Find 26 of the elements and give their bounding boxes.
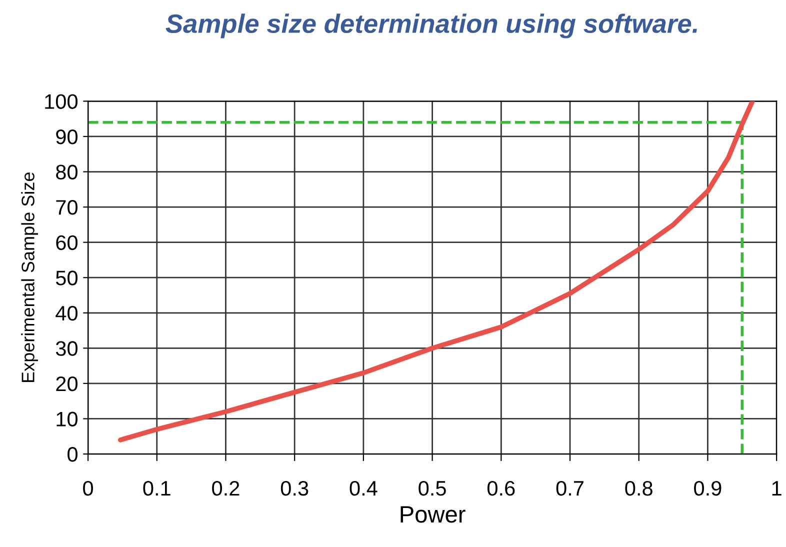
x-tick-label: 0.7 — [556, 480, 584, 496]
y-axis-title: Experimental Sample Size — [21, 172, 38, 382]
y-tick-label: 40 — [56, 306, 78, 321]
x-tick-label: 0.5 — [418, 480, 446, 496]
y-tick-label: 90 — [56, 129, 78, 144]
chart-title: Sample size determination using software. — [166, 14, 697, 38]
x-tick-label: 0.4 — [350, 480, 378, 496]
y-tick-label: 60 — [56, 235, 78, 250]
x-tick-label: 0.2 — [212, 480, 240, 496]
y-tick-label: 70 — [56, 200, 78, 215]
y-tick-label: 80 — [56, 164, 78, 180]
x-tick-label: 1 — [772, 481, 782, 496]
x-tick-label: 0 — [83, 480, 94, 496]
y-tick-label: 0 — [68, 447, 78, 462]
x-tick-label: 0.3 — [280, 480, 308, 496]
y-tick-label: 30 — [56, 341, 78, 356]
x-tick-label: 0.6 — [487, 480, 515, 496]
y-tick-label: 50 — [56, 270, 78, 286]
y-tick-label: 100 — [45, 94, 78, 109]
x-tick-label: 0.8 — [625, 480, 652, 496]
x-tick-label: 0.9 — [694, 480, 722, 496]
x-axis-title: Power — [400, 506, 466, 523]
x-tick-label: 0.1 — [143, 480, 170, 496]
y-tick-label: 10 — [56, 412, 78, 426]
line-series — [118, 101, 755, 442]
y-tick-label: 20 — [56, 376, 78, 392]
